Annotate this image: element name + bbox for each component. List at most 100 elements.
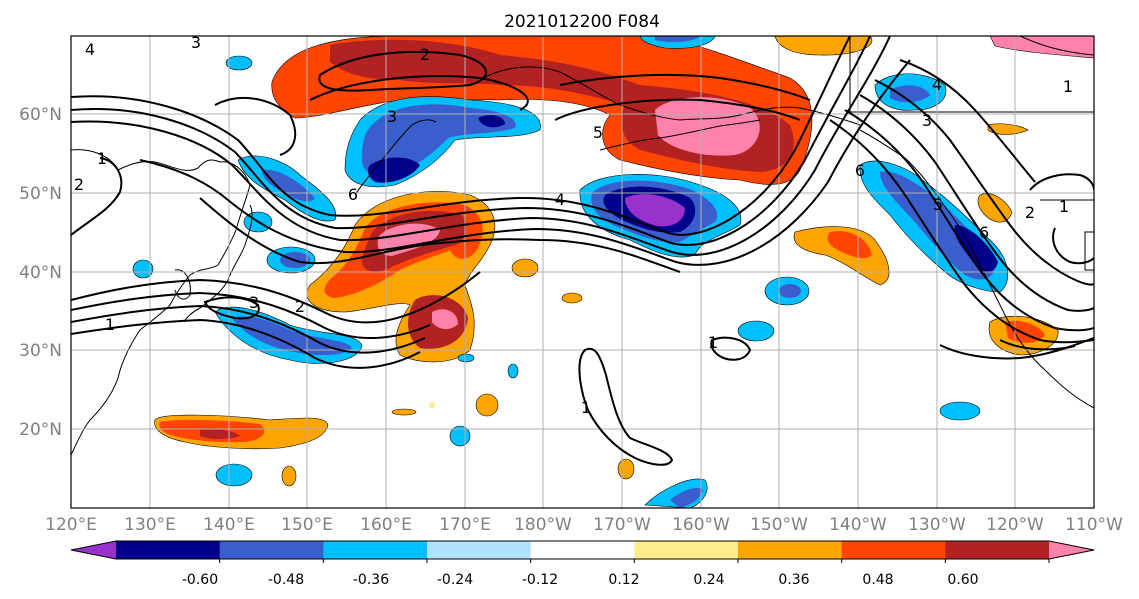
colorbar-cell — [219, 541, 324, 559]
contour-label: 6 — [855, 161, 865, 180]
warm-anomaly-small-2 — [561, 292, 583, 304]
warm-anomaly-small-5 — [281, 465, 297, 487]
lat-label: 60°N — [19, 105, 62, 125]
longitude-labels: 120°E 130°E 140°E 150°E 160°E 170°E 180°… — [45, 515, 1123, 535]
contour-label: 5 — [593, 123, 603, 142]
contour-label: 4 — [555, 190, 565, 209]
lon-label: 130°E — [124, 515, 176, 535]
cold-anomaly-small-8 — [939, 401, 981, 421]
lat-label: 20°N — [19, 420, 62, 440]
lon-label: 110°W — [1065, 515, 1123, 535]
map-frame — [70, 35, 1095, 509]
contour-label: 1 — [581, 398, 591, 417]
colorbar-cell — [116, 541, 221, 559]
lon-label: 160°E — [360, 515, 412, 535]
colorbar-extend-low — [71, 541, 116, 559]
warm-anomaly-small-3 — [475, 393, 499, 417]
cold-anomaly-small-4 — [225, 55, 253, 71]
lon-label: 160°W — [672, 515, 730, 535]
colorbar-extend-high — [1049, 541, 1094, 559]
colorbar-tick-label: -0.48 — [268, 572, 304, 588]
warm-anomaly-subtropical-fb — [200, 429, 240, 439]
warm-anomaly-small-7 — [429, 402, 435, 408]
figure-title: 2021012200 F084 — [504, 12, 660, 32]
colorbar-tick-label: 0.60 — [947, 572, 978, 588]
contour-label: 3 — [922, 111, 932, 130]
contour-label: 5 — [933, 195, 943, 214]
cold-anomaly-arctic-core — [655, 36, 700, 43]
lon-label: 150°W — [750, 515, 808, 535]
cold-anomaly-alaska-panhandle-core — [890, 85, 930, 103]
coast-hudson — [1019, 36, 1094, 56]
warm-anomaly-small-1 — [511, 258, 539, 278]
contour-label: 3 — [191, 33, 201, 52]
colorbar-cell — [634, 541, 739, 559]
lon-label: 130°W — [908, 515, 966, 535]
coast-kamchatka — [354, 119, 437, 196]
lon-label: 140°W — [829, 515, 887, 535]
contour-label: 2 — [420, 45, 430, 64]
colorbar-tick-label: -0.60 — [182, 572, 218, 588]
colorbar-cell — [427, 541, 532, 559]
shaded-anomaly-field — [132, 36, 1094, 508]
warm-anomaly-ne-pacific-core — [827, 231, 872, 259]
contour-label: 2 — [74, 175, 84, 194]
colorbar-tick-label: -0.24 — [437, 572, 473, 588]
colorbar-tick-label: -0.36 — [353, 572, 389, 588]
warm-anomaly-small-4 — [391, 408, 417, 416]
colorbar-cell — [323, 541, 428, 559]
cold-anomaly-okhotsk-navy-2 — [478, 115, 505, 128]
contour-label: 6 — [348, 185, 358, 204]
map-plot-area: 1 1 2 2 3 3 4 5 6 6 4 5 3 2 1 1 1 4 3 6 … — [71, 33, 1094, 508]
cold-anomaly-small-2-core — [779, 284, 801, 298]
contour-label: 1 — [105, 315, 115, 334]
lon-label: 120°W — [986, 515, 1044, 535]
contour-labels: 1 1 2 2 3 3 4 5 6 6 4 5 3 2 1 1 1 4 3 6 … — [74, 33, 1073, 417]
colorbar: -0.60 -0.48 -0.36 -0.24 -0.12 0.12 0.24 … — [70, 540, 1095, 588]
cold-anomaly-gulf-west-purple — [625, 194, 685, 227]
lat-label: 40°N — [19, 263, 62, 283]
contour-label: 1 — [708, 333, 718, 352]
colorbar-tick-label: 0.24 — [693, 572, 724, 588]
cold-anomaly-small-11 — [457, 353, 475, 363]
colorbar-cell — [738, 541, 843, 559]
lat-label: 50°N — [19, 184, 62, 204]
cold-anomaly-small-10-core — [670, 488, 703, 508]
coast-alaska — [479, 66, 861, 126]
colorbar-cell — [841, 541, 946, 559]
colorbar-tick-label: 0.36 — [778, 572, 809, 588]
colorbar-tick-label: 0.12 — [608, 572, 639, 588]
lon-label: 120°E — [45, 515, 97, 535]
lon-label: 140°E — [203, 515, 255, 535]
warm-anomaly-north-pink — [655, 97, 760, 156]
contour-label: 4 — [932, 75, 942, 94]
colorbar-outline — [70, 540, 1095, 560]
contour-label: 3 — [387, 107, 397, 126]
contour-label: 2 — [1025, 203, 1035, 222]
height-contours — [71, 36, 1094, 466]
coast-asia — [71, 149, 251, 456]
latitude-labels: 20°N 30°N 40°N 50°N 60°N — [19, 105, 62, 440]
colorbar-tick-labels: -0.60 -0.48 -0.36 -0.24 -0.12 0.12 0.24 … — [182, 572, 979, 588]
colorbar-cell — [945, 541, 1050, 559]
lon-label: 170°E — [439, 515, 491, 535]
warm-anomaly-midpacific-south-pink — [432, 309, 458, 330]
lon-label: 180°W — [514, 515, 572, 535]
colorbar-tick-label: -0.12 — [522, 572, 558, 588]
graticule — [71, 36, 1094, 508]
cold-anomaly-small-3 — [737, 320, 775, 342]
colorbar-tick-label: 0.48 — [862, 572, 893, 588]
contour-label: 4 — [85, 40, 95, 59]
contour-label: 1 — [1063, 77, 1073, 96]
lat-label: 30°N — [19, 341, 62, 361]
contour-label: 1 — [97, 149, 107, 168]
warm-anomaly-ne-pacific — [793, 226, 890, 286]
coast-japan — [183, 204, 253, 323]
contour-label: 3 — [249, 293, 259, 312]
lon-label: 170°W — [593, 515, 651, 535]
contour-label: 1 — [1059, 197, 1069, 216]
colorbar-cell — [530, 541, 635, 559]
lon-label: 150°E — [281, 515, 333, 535]
warm-anomaly-small-6 — [617, 458, 635, 480]
